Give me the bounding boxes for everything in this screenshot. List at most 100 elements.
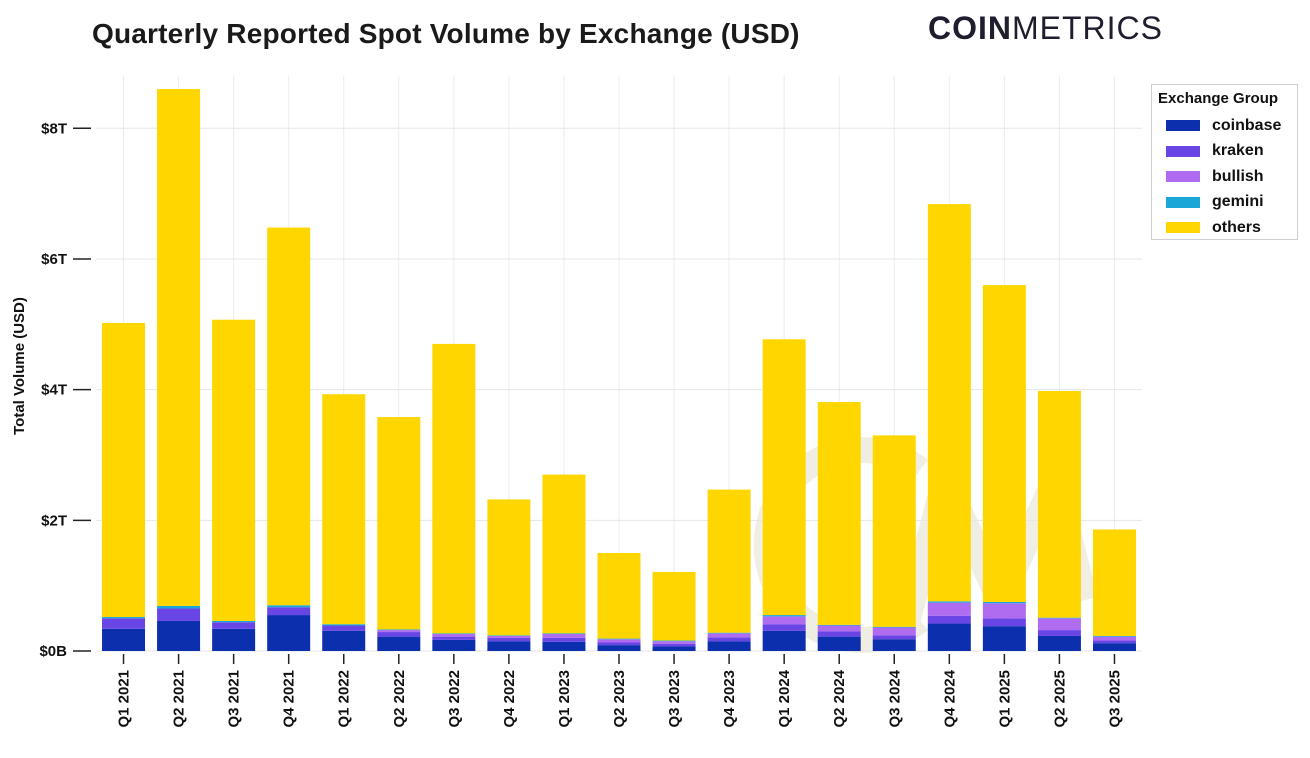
bar-segment-gemini xyxy=(817,624,861,626)
x-tick-label: Q2 2021 xyxy=(171,670,188,728)
bar-segment-kraken xyxy=(762,624,806,631)
y-tick-label: $2T xyxy=(41,512,67,529)
bar-segment-others xyxy=(322,394,366,625)
x-tick-label: Q3 2025 xyxy=(1106,670,1123,728)
bar-segment-gemini xyxy=(762,615,806,617)
bar-segment-kraken xyxy=(432,636,476,640)
legend-label: gemini xyxy=(1212,193,1264,211)
bar-segment-gemini xyxy=(322,624,366,626)
legend-title: Exchange Group xyxy=(1158,90,1279,107)
bar-segment-gemini xyxy=(652,640,696,642)
bar-segment-gemini xyxy=(982,601,1026,604)
bar-segment-bullish xyxy=(762,616,806,625)
bar-segment-coinbase xyxy=(212,628,256,651)
x-tick-label: Q2 2024 xyxy=(831,669,848,727)
y-tick-label: $8T xyxy=(41,120,67,137)
bar-segment-others xyxy=(267,227,311,606)
bar-segment-bullish xyxy=(1092,636,1136,641)
bar-segment-kraken xyxy=(1037,630,1081,636)
bar-segment-bullish xyxy=(597,639,641,643)
bar-segment-others xyxy=(872,435,916,627)
x-tick-label: Q2 2023 xyxy=(611,670,628,728)
legend-label: coinbase xyxy=(1212,116,1282,134)
x-tick-label: Q1 2025 xyxy=(996,670,1013,728)
bar-segment-bullish xyxy=(542,634,586,638)
bar-segment-bullish xyxy=(927,602,971,616)
brand-logo: COINMETRICS xyxy=(928,10,1163,46)
bar-segment-bullish xyxy=(872,627,916,636)
bar-segment-gemini xyxy=(212,620,256,623)
bar-segment-bullish xyxy=(982,603,1026,619)
bar-segment-gemini xyxy=(267,605,311,608)
bar-segment-others xyxy=(762,339,806,616)
x-tick-label: Q1 2024 xyxy=(776,669,793,727)
bar-segment-kraken xyxy=(1092,640,1136,644)
legend-label: others xyxy=(1212,218,1261,236)
bar-segment-others xyxy=(652,571,696,641)
bar-segment-others xyxy=(1092,529,1136,636)
bar-segment-gemini xyxy=(432,633,476,635)
legend-item-kraken: kraken xyxy=(1158,139,1291,165)
bar-segment-coinbase xyxy=(872,639,916,651)
bar-segment-kraken xyxy=(157,608,201,621)
bar-segment-kraken xyxy=(927,615,971,624)
x-tick-label: Q1 2021 xyxy=(116,670,133,728)
bar-segment-kraken xyxy=(707,637,751,642)
bar-segment-coinbase xyxy=(542,641,586,651)
x-tick-label: Q2 2025 xyxy=(1051,670,1068,728)
x-tick-label: Q3 2023 xyxy=(666,670,683,728)
x-tick-label: Q1 2022 xyxy=(336,670,353,728)
legend-item-coinbase: coinbase xyxy=(1158,113,1291,139)
bar-segment-bullish xyxy=(652,641,696,644)
bar-segment-coinbase xyxy=(432,639,476,651)
bar-segment-others xyxy=(707,489,751,633)
bar-segment-kraken xyxy=(102,618,146,629)
y-tick-label: $4T xyxy=(41,382,67,399)
bar-segment-others xyxy=(377,417,421,630)
bar-segment-others xyxy=(542,474,586,634)
bar-segment-coinbase xyxy=(157,620,201,651)
x-tick-label: Q3 2022 xyxy=(446,670,463,728)
x-tick-label: Q3 2024 xyxy=(886,669,903,727)
bar-segment-gemini xyxy=(597,638,641,640)
bar-segment-bullish xyxy=(817,625,861,632)
bar-segment-gemini xyxy=(707,632,751,634)
bar-segment-kraken xyxy=(597,642,641,646)
bar-segment-bullish xyxy=(432,634,476,637)
bar-segment-kraken xyxy=(267,607,311,616)
bar-segment-coinbase xyxy=(322,630,366,651)
x-tick-label: Q2 2022 xyxy=(391,670,408,728)
bar-segment-kraken xyxy=(872,635,916,640)
bar-segment-coinbase xyxy=(707,641,751,651)
bar-segment-others xyxy=(982,285,1026,602)
bar-segment-bullish xyxy=(377,630,421,633)
bar-segment-coinbase xyxy=(652,646,696,651)
legend-swatch xyxy=(1166,120,1200,132)
bar-segment-coinbase xyxy=(267,615,311,651)
bars-layer xyxy=(102,89,1136,651)
x-tick-label: Q4 2021 xyxy=(281,670,298,728)
bar-segment-gemini xyxy=(1092,635,1136,637)
bar-segment-coinbase xyxy=(102,628,146,651)
legend: Exchange Group coinbase kraken bullish gemi… xyxy=(1151,84,1298,240)
bar-segment-kraken xyxy=(982,618,1026,627)
legend-swatch xyxy=(1166,171,1200,183)
bar-segment-others xyxy=(1037,390,1081,618)
bar-segment-gemini xyxy=(542,633,586,635)
bar-segment-gemini xyxy=(927,601,971,603)
x-tick-label: Q3 2021 xyxy=(226,670,243,728)
bar-segment-kraken xyxy=(212,622,256,629)
y-tick-label: $0B xyxy=(39,643,67,660)
legend-swatch xyxy=(1166,222,1200,234)
bar-segment-coinbase xyxy=(1037,635,1081,651)
bar-segment-others xyxy=(817,402,861,625)
bar-segment-kraken xyxy=(487,637,531,642)
chart-title: Quarterly Reported Spot Volume by Exchan… xyxy=(92,18,800,49)
legend-label: bullish xyxy=(1212,167,1264,185)
bar-segment-coinbase xyxy=(817,636,861,651)
bar-segment-bullish xyxy=(707,633,751,638)
bar-segment-others xyxy=(927,204,971,602)
bar-segment-gemini xyxy=(872,626,916,628)
legend-item-others: others xyxy=(1158,215,1291,241)
